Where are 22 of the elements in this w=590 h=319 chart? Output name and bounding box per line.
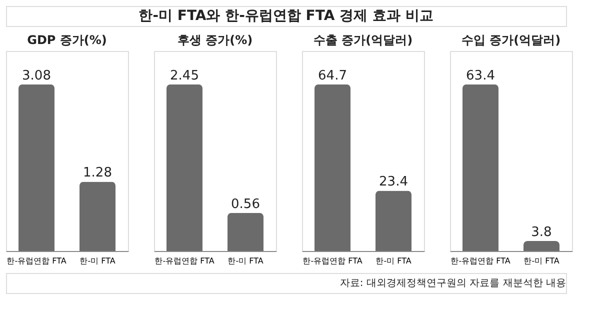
x-tick-label: 한-유럽연합 FTA: [6, 256, 67, 266]
text: 한-미 FTA와 한-유럽연합 FTA 경제 효과 비교: [138, 8, 434, 24]
data-label: 3.8: [531, 225, 552, 240]
data-label: 23.4: [379, 174, 408, 190]
data-label: 0.56: [231, 196, 260, 212]
text: 자료: 대외경제정책연구원의 자료를 재분석한 내용: [340, 278, 566, 289]
x-tick-label: 한-미 FTA: [376, 256, 412, 266]
data-label: 63.4: [466, 68, 495, 84]
chart-title: GDP 증가(%): [27, 33, 107, 47]
x-tick-label: 한-유럽연합 FTA: [154, 256, 215, 266]
x-tick-label: 한-미 FTA: [524, 256, 560, 266]
data-label: 3.08: [22, 68, 51, 84]
data-label: 2.45: [170, 68, 199, 84]
x-tick-label: 한-미 FTA: [228, 256, 264, 266]
chart-title: 수입 증가(억달러): [461, 33, 561, 47]
x-tick-label: 한-미 FTA: [80, 256, 116, 266]
x-tick-label: 한-유럽연합 FTA: [450, 256, 511, 266]
chart-title: 수출 증가(억달러): [313, 33, 413, 47]
x-tick-label: 한-유럽연합 FTA: [302, 256, 363, 266]
chart-title: 후생 증가(%): [177, 33, 253, 47]
data-label: 1.28: [83, 166, 112, 181]
data-label: 64.7: [318, 68, 347, 84]
